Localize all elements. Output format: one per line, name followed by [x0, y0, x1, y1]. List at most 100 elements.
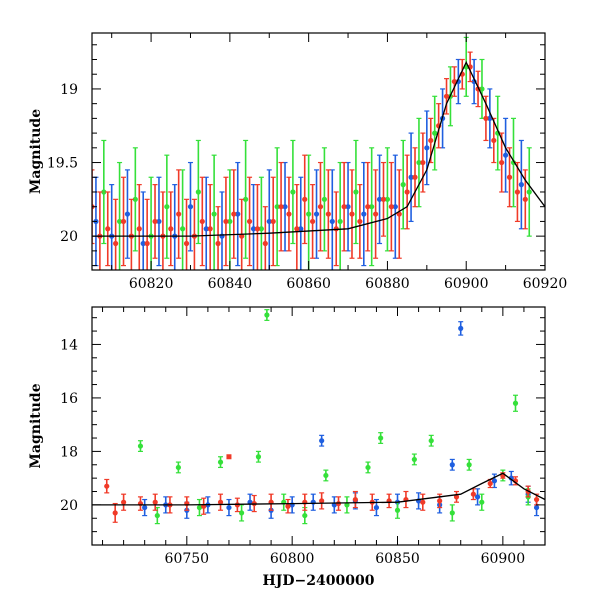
data-point [319, 498, 325, 504]
data-point [416, 159, 422, 166]
y-tick-label: 18 [60, 444, 78, 460]
x-tick-label: 60820 [129, 276, 174, 292]
plot-area [92, 309, 545, 525]
data-point [479, 499, 485, 505]
data-point [373, 211, 379, 217]
axes-frame [91, 32, 546, 271]
data-point [400, 182, 406, 188]
data-point [337, 218, 343, 225]
data-point [217, 459, 224, 465]
data-point [323, 472, 329, 479]
x-tick-label: 60800 [270, 551, 315, 567]
data-point [266, 218, 272, 225]
data-point [226, 454, 232, 460]
data-point [522, 196, 528, 202]
data-point [365, 464, 371, 471]
data-point [142, 504, 148, 511]
data-point [420, 499, 426, 505]
data-point [470, 491, 476, 497]
data-point [262, 240, 268, 247]
data-point [264, 312, 270, 318]
data-point [132, 196, 138, 202]
data-point [378, 435, 384, 441]
data-point [120, 218, 127, 225]
data-point [349, 211, 355, 217]
data-point [156, 218, 162, 225]
data-point [411, 456, 417, 463]
data-point [474, 494, 481, 500]
data-point [274, 204, 280, 210]
data-point [321, 196, 328, 202]
data-point [113, 240, 119, 247]
data-point [369, 204, 375, 210]
data-point [353, 189, 359, 195]
data-point [408, 174, 414, 180]
data-point [282, 204, 288, 210]
x-tick-label: 60750 [165, 551, 210, 567]
data-point [183, 240, 190, 247]
data-point [140, 240, 146, 247]
data-point [499, 159, 505, 166]
data-point [176, 211, 182, 217]
data-point [384, 196, 391, 202]
data-point [203, 226, 209, 232]
data-point [270, 218, 276, 225]
data-point [394, 507, 401, 513]
data-point [124, 211, 131, 217]
data-point [483, 115, 489, 121]
y-axis-label: Magnitude [28, 383, 44, 468]
data-point [449, 462, 455, 468]
axes-frame [91, 306, 546, 546]
data-point [437, 498, 443, 504]
data-point [506, 174, 513, 180]
y-tick-label: 20 [60, 229, 78, 245]
data-point [199, 218, 205, 225]
data-point [344, 502, 350, 508]
data-point [116, 218, 123, 225]
data-point [373, 504, 380, 511]
data-point [164, 204, 170, 210]
data-point [226, 504, 232, 511]
data-point [428, 438, 434, 444]
data-point [175, 464, 181, 471]
data-point [319, 438, 325, 444]
data-point [254, 226, 261, 232]
x-tick-label: 60850 [375, 551, 420, 567]
x-axis-label: HJD−2400000 [263, 573, 375, 589]
model-curve [92, 60, 545, 237]
data-point [298, 226, 304, 232]
data-point [508, 475, 514, 481]
data-point [238, 510, 245, 516]
data-point [341, 204, 347, 210]
series-blue [142, 321, 540, 519]
data-point [533, 504, 540, 511]
data-point [313, 211, 320, 217]
data-point [404, 189, 410, 195]
model-curve [92, 472, 545, 506]
data-point [231, 211, 237, 217]
data-point [211, 211, 217, 217]
data-point [137, 443, 144, 449]
data-point [180, 226, 186, 232]
data-point [317, 204, 324, 210]
x-tick-label: 60900 [481, 551, 526, 567]
data-point [325, 211, 331, 217]
data-point [526, 189, 532, 195]
y-tick-label: 19.5 [47, 156, 78, 172]
data-point [376, 196, 383, 202]
data-point [196, 504, 203, 511]
data-point [290, 189, 296, 195]
data-point [329, 218, 335, 225]
data-point [286, 211, 292, 217]
x-tick-label: 60860 [286, 276, 331, 292]
x-tick-label: 60920 [523, 276, 568, 292]
x-tick-label: 60880 [365, 276, 410, 292]
data-point [479, 86, 485, 92]
data-point [104, 483, 110, 489]
data-point [412, 174, 418, 180]
data-point [250, 226, 257, 232]
y-tick-label: 20 [60, 498, 78, 514]
data-point [101, 189, 107, 195]
data-point [466, 462, 472, 468]
data-point [388, 204, 394, 210]
